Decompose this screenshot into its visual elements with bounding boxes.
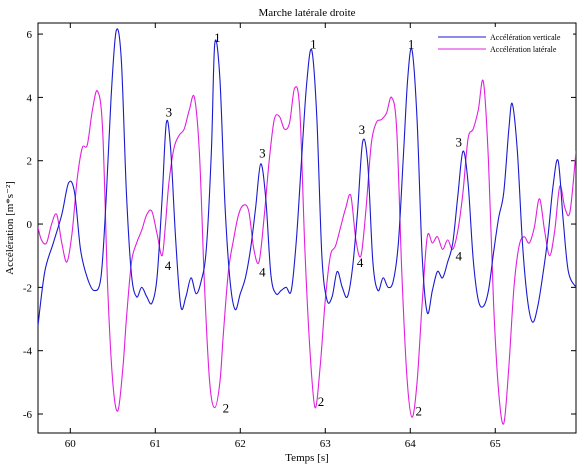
annotation-label: 1 (214, 30, 221, 45)
annotation-label: 3 (455, 134, 462, 149)
annotation-label: 4 (259, 264, 266, 279)
y-tick-label: -6 (23, 409, 33, 421)
annotation-label: 2 (416, 404, 423, 419)
y-tick-label: 6 (27, 29, 33, 41)
x-axis-label: Temps [s] (285, 452, 329, 464)
x-tick-label: 63 (320, 438, 332, 450)
y-tick-label: -4 (23, 346, 33, 358)
legend-label-1: Accélération latérale (490, 45, 557, 54)
x-tick-label: 61 (150, 438, 161, 450)
series-line-0 (38, 28, 576, 326)
annotation-label: 2 (223, 400, 230, 415)
annotation-label: 2 (318, 394, 325, 409)
y-axis-label: Accélération [m*s⁻²] (4, 181, 16, 275)
annotation-label: 1 (408, 36, 415, 51)
annotation-label: 3 (166, 104, 173, 119)
x-tick-label: 60 (65, 438, 77, 450)
annotation-label: 4 (357, 255, 364, 270)
legend-label-0: Accélération verticale (490, 33, 561, 42)
annotations: 1 1 1 2 2 2 3 3 3 3 4 4 4 4 (165, 30, 463, 419)
x-tick-label: 64 (405, 438, 417, 450)
annotation-label: 3 (259, 146, 266, 161)
x-axis: 60 61 62 63 64 65 (65, 23, 501, 450)
legend: Accélération verticale Accélération laté… (436, 27, 573, 58)
y-tick-label: 0 (27, 219, 33, 231)
y-tick-label: 2 (27, 156, 33, 168)
y-tick-label: -2 (23, 282, 32, 294)
annotation-label: 1 (310, 36, 317, 51)
x-tick-label: 65 (490, 438, 502, 450)
y-tick-label: 4 (27, 92, 33, 104)
annotation-label: 3 (359, 122, 366, 137)
series-line-1 (38, 79, 576, 425)
annotation-label: 4 (165, 258, 172, 273)
chart-title: Marche latérale droite (258, 7, 355, 19)
annotation-label: 4 (455, 248, 462, 263)
legend-box (436, 27, 573, 58)
series-group (38, 28, 576, 425)
y-axis: -6 -4 -2 0 2 4 6 (23, 29, 576, 421)
x-tick-label: 62 (235, 438, 246, 450)
